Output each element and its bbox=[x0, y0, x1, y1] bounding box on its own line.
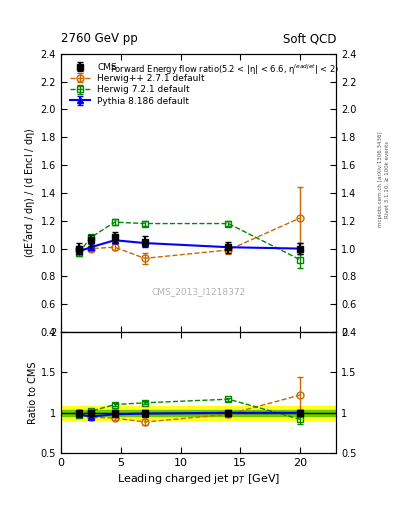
Text: CMS_2013_I1218372: CMS_2013_I1218372 bbox=[151, 287, 246, 296]
Y-axis label: Ratio to CMS: Ratio to CMS bbox=[28, 361, 38, 424]
Bar bbox=[61, 410, 336, 416]
Text: Forward Energy flow ratio(5.2 < |η| < 6.6, η$^{leadjet}$| < 2): Forward Energy flow ratio(5.2 < |η| < 6.… bbox=[110, 62, 340, 76]
Legend: CMS, Herwig++ 2.7.1 default, Herwig 7.2.1 default, Pythia 8.186 default: CMS, Herwig++ 2.7.1 default, Herwig 7.2.… bbox=[68, 61, 206, 108]
Y-axis label: (dE$^{f}$ard / dη) / (d Encl / dη): (dE$^{f}$ard / dη) / (d Encl / dη) bbox=[22, 127, 38, 258]
Text: mcplots.cern.ch [arXiv:1306.3436]: mcplots.cern.ch [arXiv:1306.3436] bbox=[378, 132, 383, 227]
Text: 2760 GeV pp: 2760 GeV pp bbox=[61, 32, 138, 45]
Bar bbox=[61, 406, 336, 420]
X-axis label: Leading charged jet p$_{T}$ [GeV]: Leading charged jet p$_{T}$ [GeV] bbox=[117, 472, 280, 486]
Text: Soft QCD: Soft QCD bbox=[283, 32, 336, 45]
Text: Rivet 3.1.10, ≥ 100k events: Rivet 3.1.10, ≥ 100k events bbox=[385, 141, 390, 218]
